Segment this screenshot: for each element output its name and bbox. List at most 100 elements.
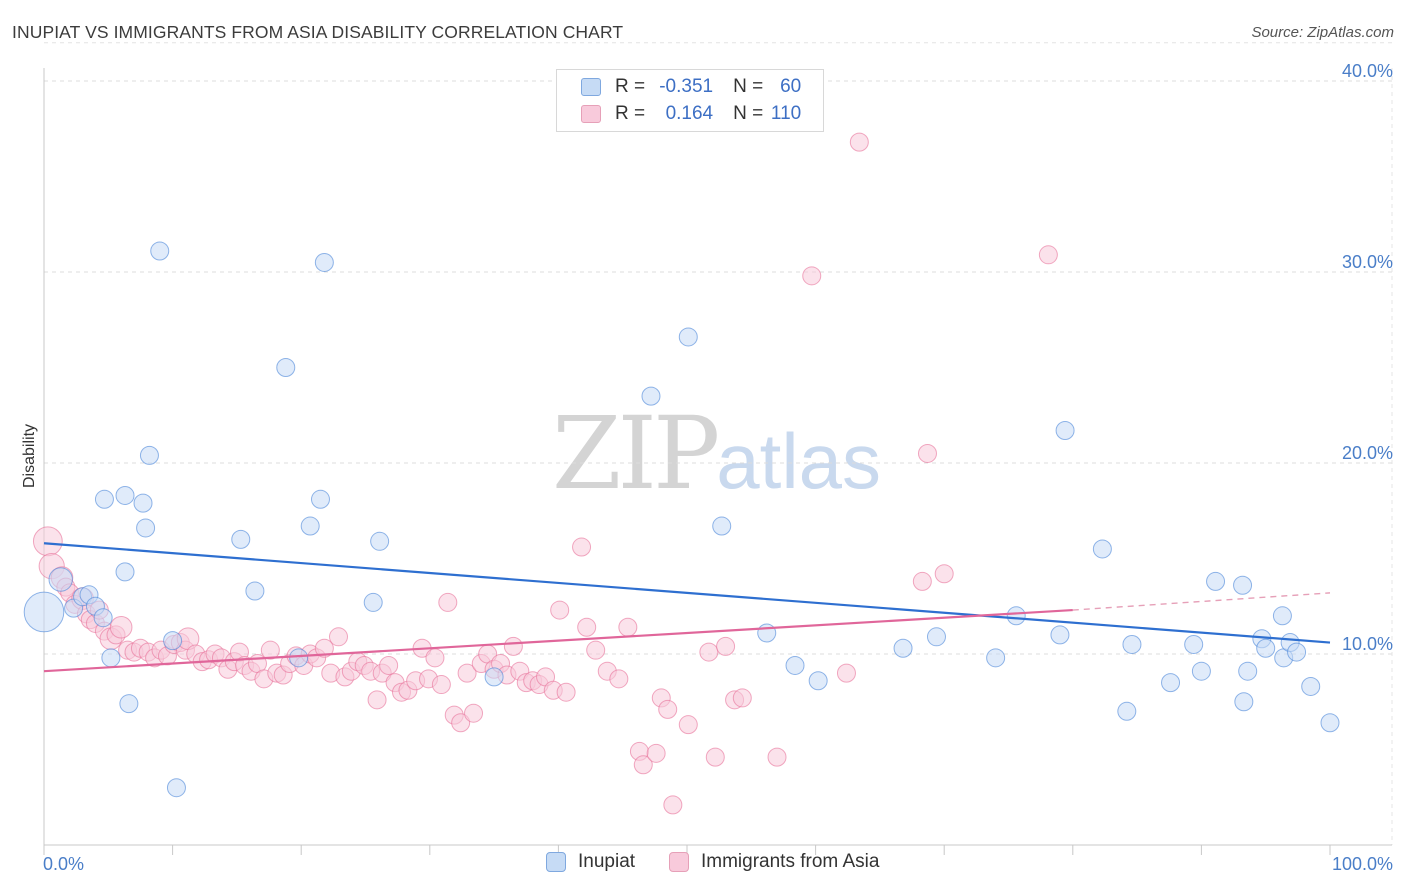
point-immigrants-from-asia [586, 640, 606, 660]
point-inupiat [1301, 676, 1321, 696]
point-inupiat [1055, 421, 1075, 441]
point-inupiat [757, 623, 777, 643]
point-inupiat [893, 638, 913, 658]
point-immigrants-from-asia [367, 690, 387, 710]
legend-row-inupiat: R = -0.351 N = 60 [581, 75, 801, 99]
point-inupiat [1161, 673, 1181, 693]
trend-lines [43, 542, 1331, 673]
point-inupiat [150, 241, 170, 261]
legend-label-inupiat: Inupiat [578, 851, 636, 872]
point-inupiat [1238, 661, 1258, 681]
legend-label-immigrants: Immigrants from Asia [701, 851, 880, 872]
legend-n-label: N = [733, 76, 764, 97]
y-tick-label: 40.0% [1342, 61, 1393, 81]
point-immigrants-from-asia [912, 571, 932, 591]
point-immigrants-from-asia [646, 743, 666, 763]
point-inupiat [363, 592, 383, 612]
point-inupiat [101, 648, 121, 668]
point-inupiat [23, 591, 65, 633]
trend-line-inupiat [43, 542, 1331, 644]
point-inupiat [1117, 701, 1137, 721]
watermark-zip: ZIP [552, 395, 720, 512]
point-immigrants-from-asia [451, 713, 471, 733]
point-immigrants-from-asia [618, 617, 638, 637]
legend-item-inupiat: Inupiat [546, 851, 635, 873]
point-immigrants-from-asia [767, 747, 787, 767]
legend-item-immigrants: Immigrants from Asia [669, 851, 879, 873]
point-inupiat [314, 252, 334, 272]
point-immigrants-from-asia [1038, 245, 1058, 265]
point-immigrants-from-asia [934, 564, 954, 584]
point-inupiat [370, 531, 390, 551]
point-immigrants-from-asia [464, 703, 484, 723]
point-inupiat [1272, 606, 1292, 626]
correlation-legend: R = -0.351 N = 60 R = 0.164 N = 110 [556, 69, 824, 132]
legend-swatch-immigrants [581, 105, 601, 123]
point-inupiat [93, 608, 113, 628]
x-tick-label: 100.0% [1332, 854, 1393, 874]
point-inupiat [712, 516, 732, 536]
point-immigrants-from-asia [328, 627, 348, 647]
point-inupiat [1050, 625, 1070, 645]
point-immigrants-from-asia [431, 675, 451, 695]
point-inupiat [1206, 571, 1226, 591]
legend-r-label: R = [615, 103, 646, 124]
point-immigrants-from-asia [503, 636, 523, 656]
legend-r-label: R = [615, 76, 646, 97]
point-inupiat [1234, 692, 1254, 712]
point-inupiat [1191, 661, 1211, 681]
y-tick-label: 20.0% [1342, 443, 1393, 463]
legend-n-value: 110 [770, 103, 802, 124]
x-tick-label: 0.0% [43, 854, 84, 874]
point-inupiat [1006, 606, 1026, 626]
point-inupiat [289, 648, 309, 668]
watermark: ZIPatlas [552, 395, 881, 512]
point-inupiat [245, 581, 265, 601]
point-inupiat [1256, 638, 1276, 658]
point-inupiat [163, 631, 183, 651]
tick-labels: 10.0% 20.0% 30.0% 40.0% 0.0% 100.0% [43, 61, 1393, 874]
point-inupiat [1320, 713, 1340, 733]
trend-line-immigrants-from-asia [43, 608, 1073, 673]
series-immigrants-from-asia [32, 132, 1058, 815]
legend-row-immigrants: R = 0.164 N = 110 [581, 102, 801, 126]
y-tick-label: 30.0% [1342, 252, 1393, 272]
legend-r-value: -0.351 [659, 76, 714, 97]
point-immigrants-from-asia [577, 617, 597, 637]
point-inupiat [1092, 539, 1112, 559]
point-inupiat [48, 567, 73, 592]
point-inupiat [136, 518, 156, 538]
point-immigrants-from-asia [705, 747, 725, 767]
legend-swatch-inupiat [581, 78, 601, 96]
point-inupiat [678, 327, 698, 347]
point-immigrants-from-asia [917, 443, 937, 463]
point-immigrants-from-asia [678, 715, 698, 735]
y-tick-label: 10.0% [1342, 634, 1393, 654]
point-inupiat [986, 648, 1006, 668]
point-immigrants-from-asia [663, 795, 683, 815]
point-immigrants-from-asia [609, 669, 629, 689]
point-inupiat [119, 694, 139, 714]
point-immigrants-from-asia [109, 615, 133, 639]
point-inupiat [310, 489, 330, 509]
legend-r-value: 0.164 [665, 103, 714, 124]
point-immigrants-from-asia [658, 699, 678, 719]
point-immigrants-from-asia [802, 266, 822, 286]
point-inupiat [1233, 575, 1253, 595]
point-immigrants-from-asia [314, 638, 334, 658]
point-inupiat [300, 516, 320, 536]
point-immigrants-from-asia [716, 636, 736, 656]
point-inupiat [231, 529, 251, 549]
point-inupiat [115, 485, 135, 505]
trend-line-extension [1072, 592, 1331, 611]
point-immigrants-from-asia [379, 655, 399, 675]
point-immigrants-from-asia [633, 755, 653, 775]
point-inupiat [484, 667, 504, 687]
point-immigrants-from-asia [457, 663, 477, 683]
point-immigrants-from-asia [32, 526, 63, 557]
point-immigrants-from-asia [732, 688, 752, 708]
point-immigrants-from-asia [836, 663, 856, 683]
point-immigrants-from-asia [425, 648, 445, 668]
chart-title: INUPIAT VS IMMIGRANTS FROM ASIA DISABILI… [12, 22, 624, 42]
point-inupiat [785, 655, 805, 675]
